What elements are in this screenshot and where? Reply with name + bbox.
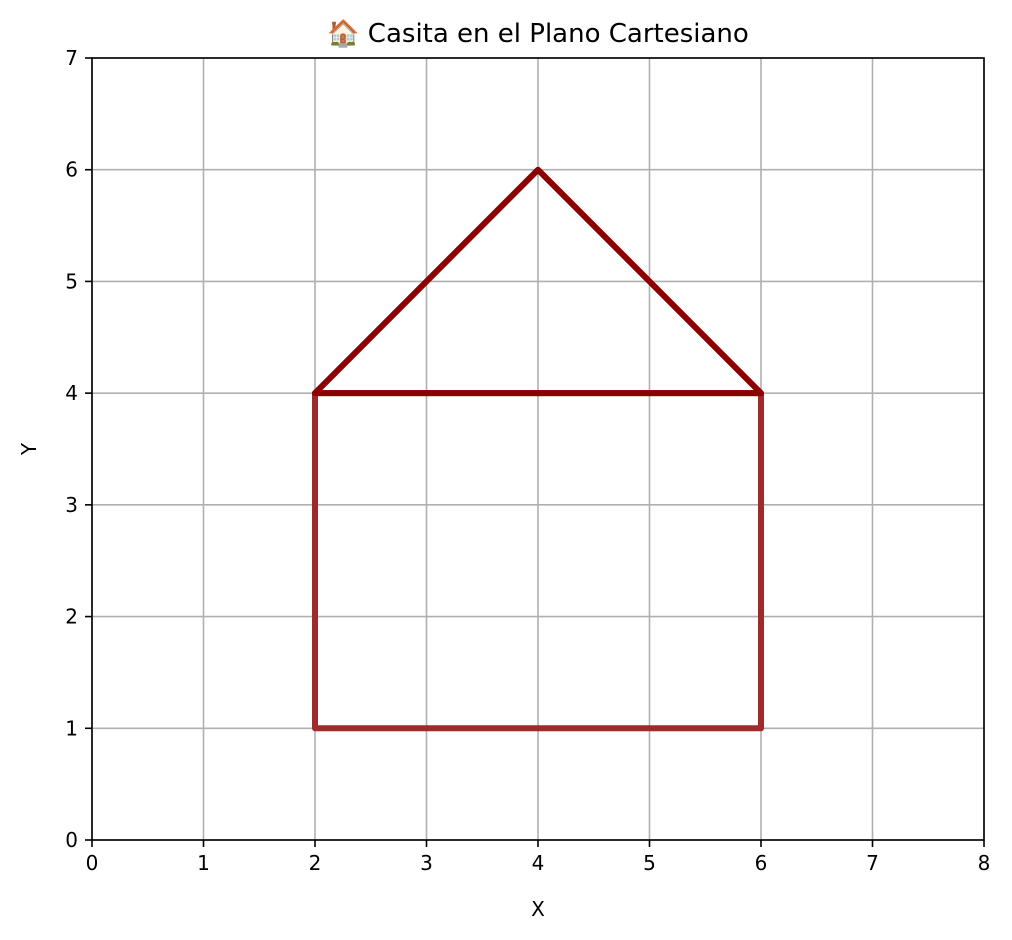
series-line-2 bbox=[312, 166, 764, 397]
y-tick-label: 1 bbox=[65, 716, 78, 740]
y-tick-label: 6 bbox=[65, 158, 78, 182]
y-tick-label: 0 bbox=[65, 828, 78, 852]
y-tick-label: 2 bbox=[65, 605, 78, 629]
x-axis-label: X bbox=[531, 897, 545, 921]
y-tick-label: 3 bbox=[65, 493, 78, 517]
x-tick-label: 0 bbox=[86, 851, 99, 875]
chart-title: 🏠 Casita en el Plano Cartesiano bbox=[327, 19, 749, 49]
series-layer bbox=[312, 166, 764, 732]
y-axis: 0 1 2 3 4 5 6 7 bbox=[65, 46, 92, 852]
grid bbox=[91, 57, 985, 841]
x-tick-label: 2 bbox=[309, 851, 322, 875]
y-tick-label: 4 bbox=[65, 381, 78, 405]
y-tick-label: 7 bbox=[65, 46, 78, 70]
y-tick-label: 5 bbox=[65, 269, 78, 293]
x-tick-label: 1 bbox=[197, 851, 210, 875]
x-axis: 0 1 2 3 4 5 6 7 8 bbox=[86, 840, 991, 875]
x-tick-label: 3 bbox=[420, 851, 433, 875]
x-tick-label: 7 bbox=[866, 851, 879, 875]
x-tick-label: 5 bbox=[643, 851, 656, 875]
x-tick-label: 4 bbox=[532, 851, 545, 875]
x-tick-label: 8 bbox=[978, 851, 991, 875]
x-tick-label: 6 bbox=[755, 851, 768, 875]
y-axis-label: Y bbox=[17, 442, 41, 456]
